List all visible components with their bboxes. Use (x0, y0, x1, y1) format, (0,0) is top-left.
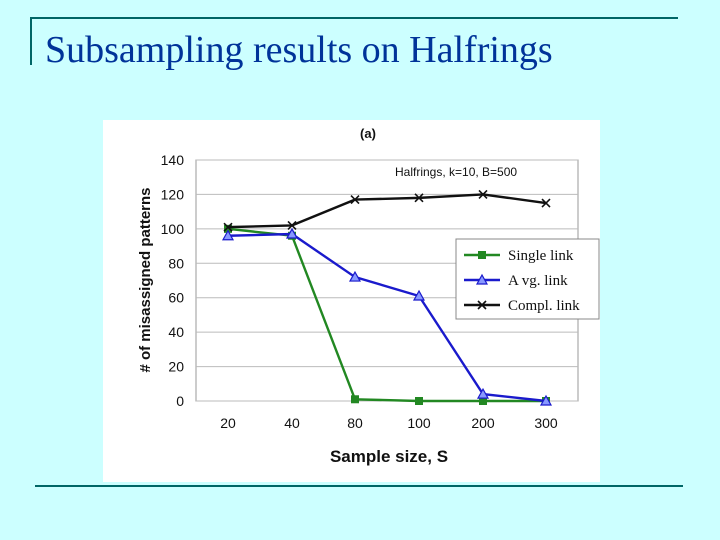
x-marker-stroke (478, 189, 488, 199)
y-tick-label: 140 (161, 152, 185, 168)
data-point (539, 394, 553, 406)
line-chart: 0 20 40 60 80 100 120 140 20 40 80 100 200 300 Single… (137, 126, 600, 466)
y-tick-label: 120 (161, 186, 185, 202)
chart-annotation: Halfrings, k=10, B=500 (395, 165, 517, 179)
x-tick-label: 40 (284, 415, 300, 431)
series-line (227, 193, 547, 229)
data-point (415, 397, 423, 405)
x-marker-stroke (287, 220, 297, 230)
title-top-rule (30, 17, 678, 19)
x-marker-stroke (350, 195, 360, 205)
title-left-rule (30, 17, 32, 65)
x-tick-label: 100 (407, 415, 431, 431)
y-tick-label: 80 (168, 255, 184, 271)
legend-marker (477, 300, 487, 310)
y-tick-label: 60 (168, 290, 184, 306)
panel-label: (a) (360, 126, 376, 141)
data-point (541, 198, 551, 208)
x-tick-label: 80 (347, 415, 363, 431)
data-point (351, 395, 359, 404)
chart-panel: 0 20 40 60 80 100 120 140 20 40 80 100 200 300 Single… (103, 120, 600, 482)
data-point (348, 270, 362, 282)
data-point (414, 193, 424, 203)
series-line (227, 232, 547, 403)
data-point (412, 289, 426, 301)
legend-marker (478, 251, 486, 259)
y-tick-label: 20 (168, 359, 184, 375)
data-point (476, 387, 490, 399)
legend-label: A vg. link (508, 273, 568, 289)
slide-title: Subsampling results on Halfrings (45, 29, 553, 71)
x-marker-stroke (223, 222, 233, 232)
y-tick-label: 0 (176, 393, 184, 409)
data-point (221, 229, 235, 241)
footer-rule (35, 485, 683, 487)
data-point (223, 222, 233, 232)
data-point (287, 220, 297, 230)
x-tick-label: 300 (534, 415, 558, 431)
y-tick-label: 40 (168, 324, 184, 340)
x-marker-stroke (541, 198, 551, 208)
data-point (478, 189, 488, 199)
x-tick-label: 20 (220, 415, 236, 431)
y-tick-label: 100 (161, 221, 185, 237)
data-point (350, 195, 360, 205)
data-point (285, 227, 299, 239)
legend-label: Single link (508, 248, 574, 264)
legend-marker (475, 273, 489, 285)
x-marker-stroke (477, 300, 487, 310)
y-axis-label: # of misassigned patterns (137, 187, 154, 372)
legend-label: Compl. link (508, 298, 580, 314)
x-axis-label: Sample size, S (330, 447, 448, 466)
x-tick-label: 200 (471, 415, 495, 431)
x-marker-stroke (414, 193, 424, 203)
